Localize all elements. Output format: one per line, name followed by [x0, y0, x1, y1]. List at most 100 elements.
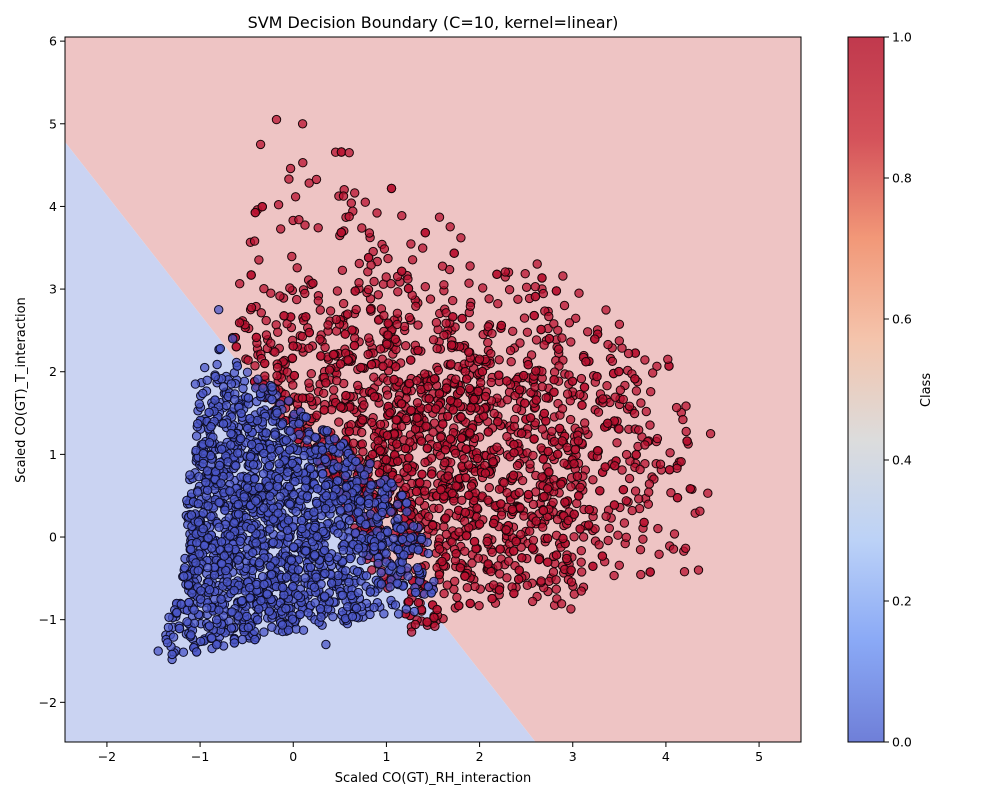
scatter-point: [531, 516, 541, 526]
scatter-point: [563, 515, 573, 526]
scatter-point: [466, 481, 477, 491]
scatter-point: [363, 252, 374, 263]
scatter-point: [577, 567, 587, 577]
scatter-point: [163, 622, 174, 633]
scatter-point: [426, 453, 437, 463]
scatter-point: [172, 607, 182, 618]
plot-clip-group: [65, 37, 801, 742]
scatter-point: [527, 543, 538, 553]
scatter-point: [238, 383, 248, 394]
scatter-point: [502, 376, 512, 386]
scatter-point: [618, 485, 629, 495]
scatter-point: [375, 446, 385, 456]
scatter-point: [375, 344, 386, 354]
scatter-point: [211, 615, 222, 625]
scatter-point: [255, 139, 266, 150]
scatter-point: [551, 286, 562, 296]
scatter-point: [338, 494, 348, 504]
scatter-point: [216, 478, 226, 488]
scatter-point: [530, 282, 540, 292]
scatter-point: [428, 427, 438, 437]
scatter-point: [492, 269, 502, 279]
scatter-point: [304, 178, 314, 188]
scatter-point: [363, 349, 373, 360]
scatter-point: [219, 551, 230, 561]
scatter-point: [472, 503, 482, 513]
scatter-point: [249, 236, 260, 246]
x-tick-label: 3: [569, 749, 577, 764]
scatter-point: [373, 290, 383, 300]
scatter-point: [494, 484, 505, 494]
scatter-point: [228, 334, 238, 344]
scatter-point: [492, 442, 502, 452]
scatter-point: [432, 604, 442, 615]
scatter-point: [405, 437, 415, 447]
scatter-point: [451, 374, 461, 384]
scatter-point: [415, 478, 425, 488]
colorbar-tick-label: 1.0: [892, 30, 912, 45]
scatter-point: [681, 401, 691, 411]
scatter-point: [607, 356, 618, 366]
scatter-point: [320, 503, 331, 514]
scatter-point: [500, 267, 510, 277]
scatter-point: [430, 621, 440, 631]
scatter-point: [595, 486, 605, 496]
scatter-point: [376, 579, 387, 589]
scatter-point: [153, 646, 163, 656]
y-tick-label: −2: [39, 695, 57, 710]
scatter-point: [565, 414, 576, 425]
y-tick-label: 5: [49, 116, 57, 131]
scatter-point: [261, 315, 271, 326]
scatter-point: [265, 524, 275, 534]
scatter-series-class-0: [153, 305, 439, 665]
scatter-point: [530, 291, 541, 302]
scatter-point: [615, 385, 626, 395]
scatter-point: [460, 571, 470, 581]
scatter-point: [343, 309, 353, 319]
scatter-point: [385, 408, 395, 418]
scatter-point: [201, 477, 211, 488]
scatter-point: [538, 454, 548, 464]
scatter-point: [654, 549, 664, 559]
scatter-point: [644, 479, 655, 489]
scatter-point: [344, 577, 354, 587]
scatter-point: [455, 386, 466, 396]
scatter-point: [680, 543, 691, 553]
scatter-point: [351, 456, 361, 467]
scatter-point: [391, 415, 401, 425]
scatter-point: [531, 395, 541, 405]
scatter-point: [443, 471, 453, 481]
scatter-point: [393, 474, 403, 484]
scatter-point: [310, 550, 320, 560]
scatter-point: [504, 285, 515, 295]
scatter-point: [571, 313, 581, 323]
scatter-point: [436, 432, 446, 442]
scatter-point: [537, 472, 547, 482]
scatter-point: [549, 375, 559, 385]
scatter-point: [559, 300, 570, 311]
scatter-point: [440, 457, 450, 468]
scatter-point: [310, 432, 320, 442]
scatter-point: [226, 379, 237, 389]
scatter-point: [455, 563, 465, 573]
scatter-point: [285, 163, 296, 174]
scatter-point: [392, 578, 402, 588]
scatter-point: [573, 491, 584, 501]
scatter-point: [397, 534, 408, 545]
scatter-point: [464, 383, 475, 394]
y-tick-label: −1: [39, 612, 57, 627]
scatter-point: [410, 619, 420, 630]
scatter-point: [214, 522, 224, 532]
scatter-point: [460, 507, 470, 518]
scatter-point: [454, 601, 464, 611]
scatter-point: [420, 486, 430, 496]
scatter-point: [193, 566, 203, 576]
scatter-point: [488, 457, 498, 467]
scatter-point: [365, 458, 375, 469]
scatter-point: [259, 448, 269, 459]
scatter-point: [541, 416, 551, 426]
scatter-point: [422, 617, 432, 627]
scatter-point: [515, 338, 525, 348]
scatter-point: [543, 557, 553, 567]
scatter-point: [164, 612, 174, 622]
